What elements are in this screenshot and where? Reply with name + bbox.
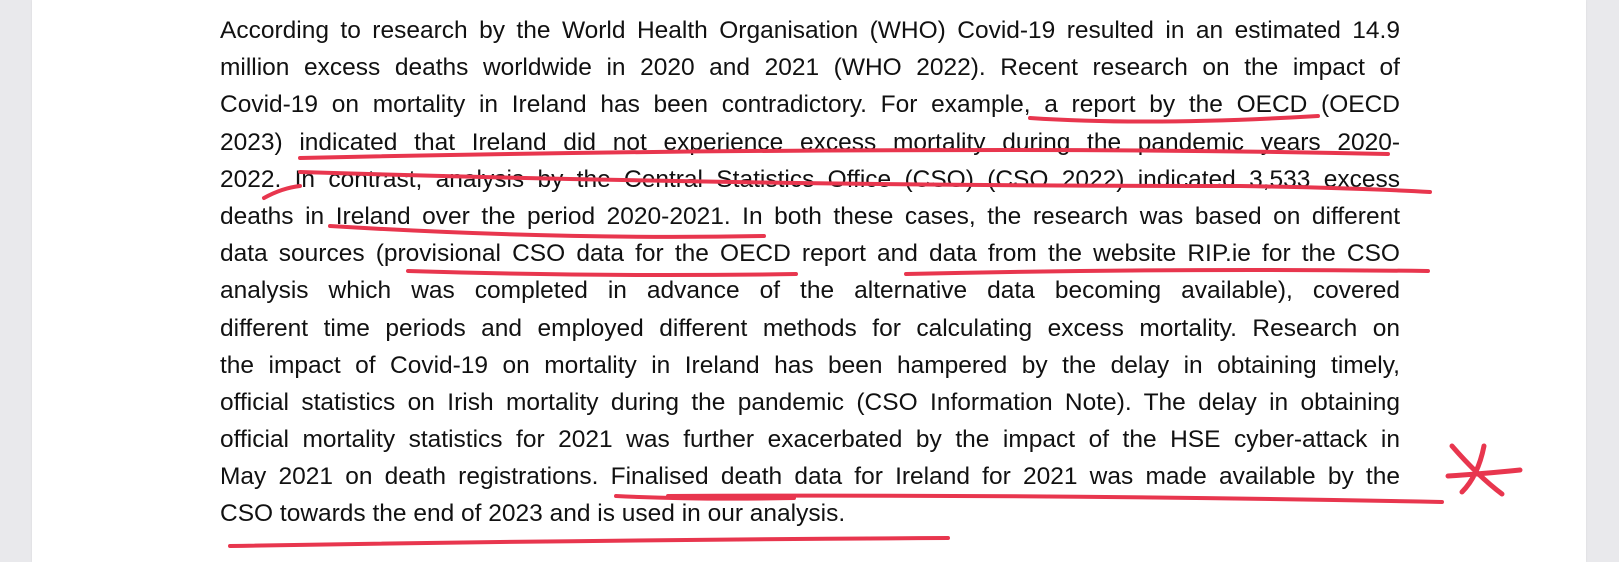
text-line: According to research by the World Healt… [220, 17, 1400, 44]
text-line: official statistics on Irish mortality d… [220, 388, 1400, 416]
paragraph: According to research by the World Healt… [220, 12, 1400, 533]
text-line: official mortality statistics for 2021 w… [220, 426, 1400, 454]
text-line: 2023) indicated that Ireland did not exp… [220, 128, 1400, 156]
text-line: the impact of Covid-19 on mortality in I… [220, 351, 1400, 379]
text-line: different time periods and employed diff… [220, 314, 1400, 342]
text-line: May 2021 on death registrations. Finalis… [220, 463, 1400, 491]
text-line: CSO towards the end of 2023 and is used … [220, 500, 846, 528]
text-line: deaths in Ireland over the period 2020-2… [220, 202, 1400, 230]
text-line: Covid-19 on mortality in Ireland has bee… [220, 91, 1400, 119]
text-line: million excess deaths worldwide in 2020 … [220, 54, 1400, 82]
text-line: analysis which was completed in advance … [220, 277, 1400, 305]
document-page [32, 0, 1586, 562]
text-line: data sources (provisional CSO data for t… [220, 240, 1400, 268]
text-line: 2022. In contrast, analysis by the Centr… [220, 165, 1400, 193]
